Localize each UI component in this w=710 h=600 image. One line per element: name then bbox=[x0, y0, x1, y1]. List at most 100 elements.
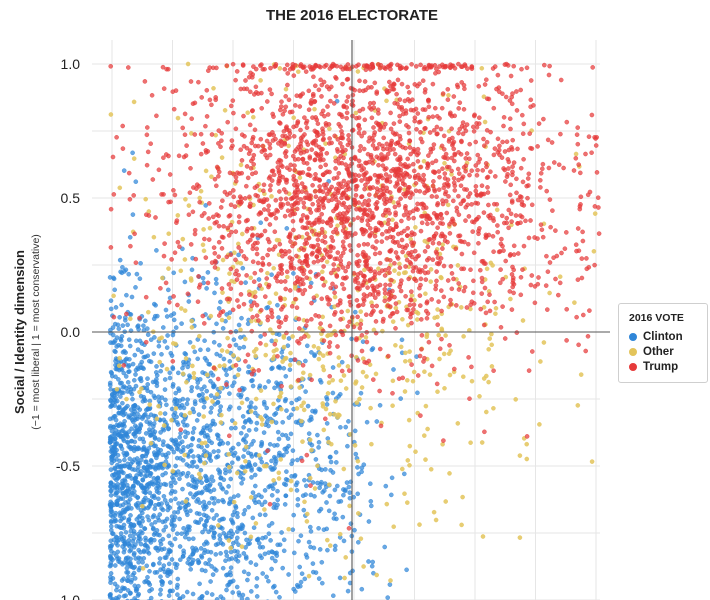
data-point-clinton bbox=[202, 550, 207, 556]
data-point-clinton bbox=[266, 423, 271, 429]
data-point-clinton bbox=[168, 313, 174, 318]
data-point-trump bbox=[325, 112, 331, 117]
data-point-clinton bbox=[199, 490, 204, 496]
data-point-clinton bbox=[235, 455, 241, 461]
data-point-trump bbox=[203, 123, 208, 129]
data-point-trump bbox=[340, 228, 346, 233]
data-point-trump bbox=[443, 198, 449, 204]
data-point-trump bbox=[283, 94, 289, 99]
data-point-clinton bbox=[305, 403, 311, 409]
data-point-clinton bbox=[273, 461, 278, 466]
data-point-clinton bbox=[111, 394, 117, 399]
data-point-other bbox=[524, 441, 530, 447]
data-point-trump bbox=[300, 362, 306, 368]
data-point-clinton bbox=[120, 496, 126, 501]
data-point-other bbox=[297, 175, 303, 180]
data-point-clinton bbox=[108, 340, 113, 345]
data-point-trump bbox=[254, 251, 260, 257]
data-point-trump bbox=[556, 162, 562, 167]
data-point-clinton bbox=[143, 490, 148, 496]
data-point-clinton bbox=[355, 491, 361, 497]
data-point-trump bbox=[300, 281, 306, 287]
data-point-trump bbox=[228, 266, 234, 272]
data-point-trump bbox=[426, 187, 431, 193]
data-point-trump bbox=[390, 288, 395, 294]
data-point-trump bbox=[378, 221, 384, 226]
data-point-clinton bbox=[111, 275, 116, 281]
data-point-clinton bbox=[110, 531, 116, 537]
data-point-trump bbox=[548, 224, 553, 230]
data-point-clinton bbox=[285, 436, 291, 441]
data-point-clinton bbox=[148, 458, 154, 463]
data-point-trump bbox=[384, 146, 390, 151]
data-point-clinton bbox=[343, 424, 349, 430]
data-point-clinton bbox=[199, 386, 204, 392]
data-point-trump bbox=[254, 313, 260, 319]
data-point-trump bbox=[287, 130, 293, 136]
data-point-clinton bbox=[319, 580, 325, 586]
data-point-clinton bbox=[130, 419, 136, 425]
data-point-trump bbox=[403, 191, 409, 197]
data-point-trump bbox=[511, 290, 516, 296]
data-point-clinton bbox=[344, 480, 350, 485]
data-point-other bbox=[182, 412, 188, 418]
data-point-clinton bbox=[211, 339, 217, 345]
data-point-trump bbox=[339, 148, 345, 154]
data-point-trump bbox=[277, 241, 283, 247]
data-point-trump bbox=[258, 267, 264, 273]
data-point-trump bbox=[414, 152, 420, 158]
data-point-clinton bbox=[382, 544, 388, 550]
data-point-clinton bbox=[133, 383, 139, 389]
data-point-trump bbox=[550, 208, 555, 213]
data-point-trump bbox=[411, 146, 417, 152]
data-point-trump bbox=[329, 197, 335, 203]
data-point-other bbox=[311, 343, 317, 349]
data-point-clinton bbox=[139, 349, 144, 355]
data-point-clinton bbox=[127, 533, 133, 539]
data-point-other bbox=[399, 466, 405, 472]
data-point-other bbox=[157, 359, 162, 365]
data-point-trump bbox=[375, 107, 381, 113]
data-point-clinton bbox=[141, 485, 146, 491]
data-point-other bbox=[557, 274, 563, 280]
data-point-other bbox=[437, 356, 442, 362]
data-point-clinton bbox=[118, 434, 123, 440]
data-point-clinton bbox=[217, 533, 222, 538]
data-point-trump bbox=[265, 448, 270, 454]
data-point-clinton bbox=[246, 462, 252, 468]
data-point-trump bbox=[211, 245, 217, 250]
data-point-clinton bbox=[137, 376, 143, 382]
data-point-clinton bbox=[252, 472, 258, 478]
data-point-trump bbox=[233, 126, 239, 132]
data-point-trump bbox=[419, 213, 424, 219]
data-point-trump bbox=[464, 151, 470, 156]
data-point-trump bbox=[472, 112, 477, 118]
data-point-clinton bbox=[143, 431, 149, 436]
data-point-trump bbox=[532, 235, 537, 240]
data-point-clinton bbox=[302, 477, 307, 483]
data-point-clinton bbox=[141, 556, 147, 561]
data-point-clinton bbox=[214, 597, 220, 600]
data-point-trump bbox=[341, 224, 347, 229]
data-point-trump bbox=[390, 239, 396, 244]
data-point-trump bbox=[108, 206, 114, 212]
data-point-trump bbox=[367, 65, 372, 70]
data-point-trump bbox=[488, 169, 493, 174]
data-point-clinton bbox=[130, 212, 136, 217]
data-point-clinton bbox=[352, 428, 358, 434]
data-point-other bbox=[296, 360, 302, 366]
data-point-other bbox=[157, 336, 162, 342]
data-point-trump bbox=[425, 244, 431, 250]
data-point-other bbox=[278, 406, 284, 412]
data-point-trump bbox=[434, 131, 440, 137]
data-point-clinton bbox=[214, 281, 219, 286]
data-point-clinton bbox=[275, 497, 281, 503]
data-point-other bbox=[175, 115, 181, 121]
data-point-trump bbox=[429, 297, 435, 302]
data-point-trump bbox=[579, 256, 585, 261]
data-point-trump bbox=[322, 234, 328, 239]
data-point-clinton bbox=[209, 495, 215, 501]
data-point-trump bbox=[340, 67, 346, 72]
data-point-trump bbox=[580, 238, 586, 244]
data-point-clinton bbox=[162, 339, 168, 344]
